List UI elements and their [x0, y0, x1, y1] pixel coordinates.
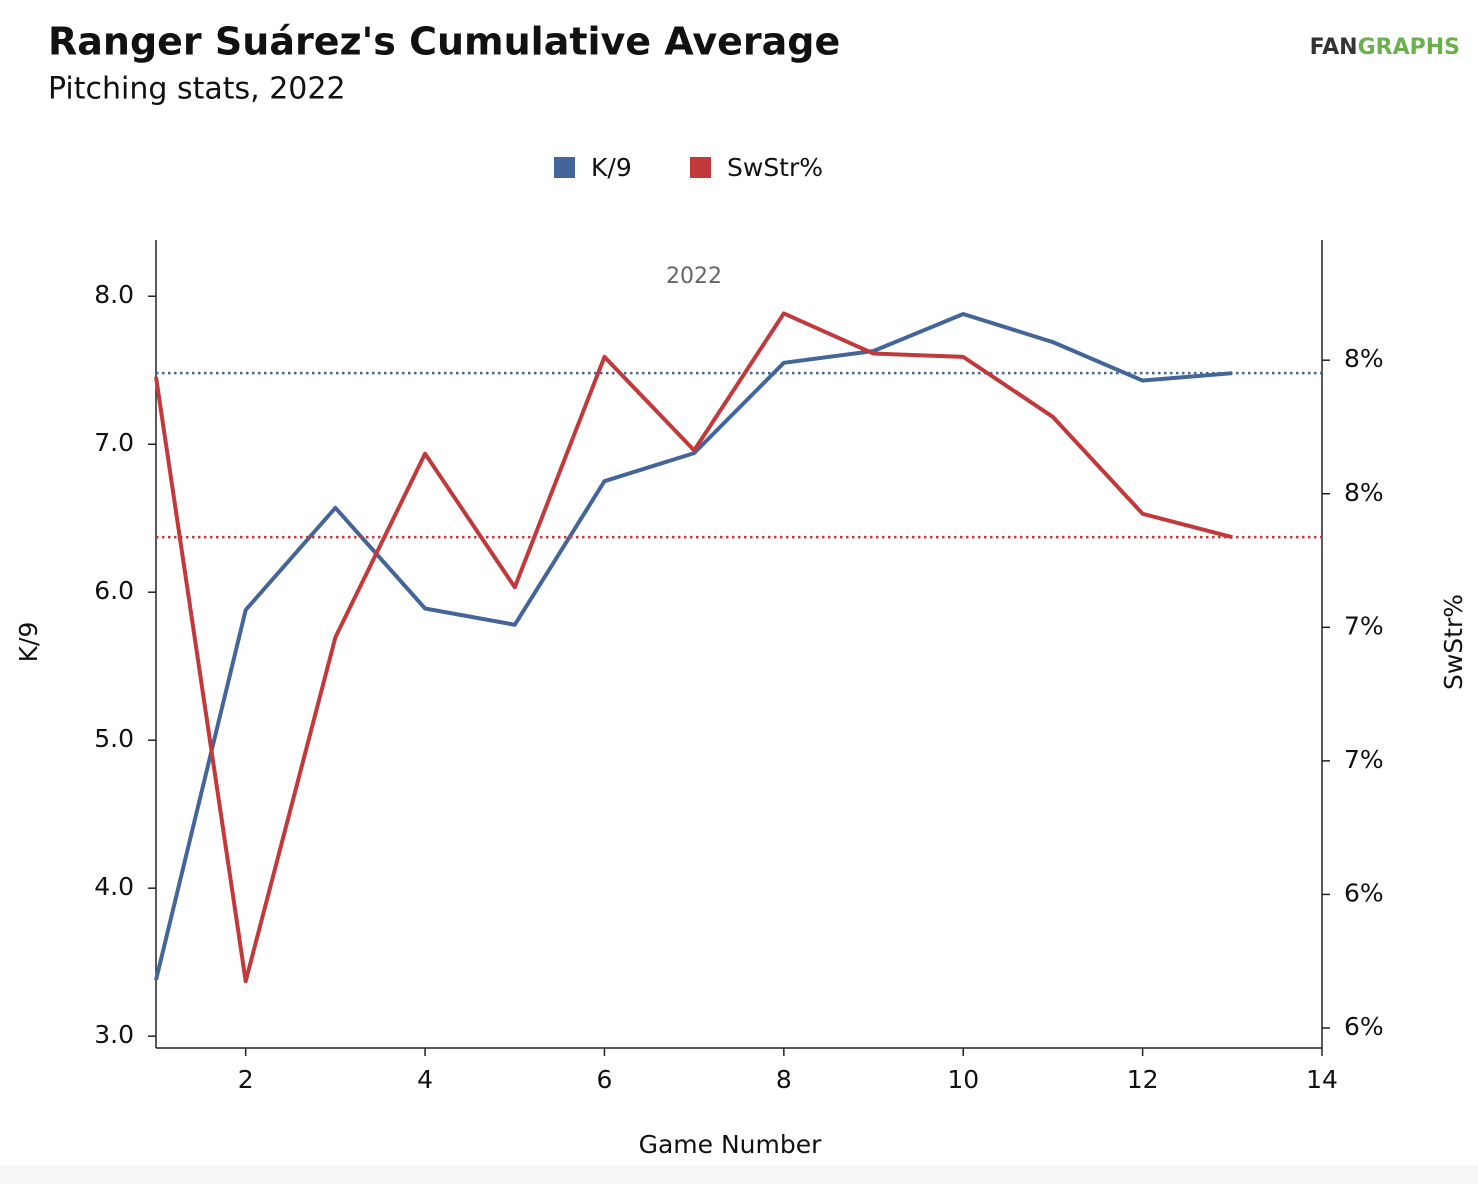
x-axis-label: Game Number: [639, 1130, 823, 1159]
annotation: 2022: [666, 264, 722, 289]
x-tick-label: 4: [417, 1065, 433, 1094]
x-tick-label: 12: [1127, 1065, 1159, 1094]
y-tick-label: 8.0: [94, 280, 134, 309]
y2-tick-label: 7%: [1344, 745, 1384, 774]
legend-swatch: [690, 157, 711, 178]
y2-axis-label: SwStr%: [1439, 594, 1468, 690]
logo-part: FAN: [1310, 35, 1358, 60]
y2-tick-label: 8%: [1344, 344, 1384, 373]
series-line: [154, 311, 1233, 984]
series-line: [154, 311, 1233, 981]
chart-subtitle: Pitching stats, 2022: [48, 72, 346, 107]
y-tick-label: 5.0: [94, 724, 134, 753]
logo: FANGRAPHS: [1310, 35, 1460, 60]
y-tick-label: 3.0: [94, 1020, 134, 1049]
y2-tick-label: 7%: [1344, 611, 1384, 640]
y2-tick-label: 6%: [1344, 1012, 1384, 1041]
y-tick-label: 7.0: [94, 428, 134, 457]
y-tick-label: 4.0: [94, 872, 134, 901]
logo-part: GRAPHS: [1358, 35, 1460, 60]
x-tick-label: 10: [947, 1065, 979, 1094]
x-tick-label: 14: [1306, 1065, 1338, 1094]
legend-swatch: [554, 157, 575, 178]
x-tick-label: 2: [238, 1065, 254, 1094]
x-tick-label: 8: [776, 1065, 792, 1094]
x-tick-label: 6: [597, 1065, 613, 1094]
y-tick-label: 6.0: [94, 576, 134, 605]
legend-label: SwStr%: [727, 153, 823, 182]
y-axis-label: K/9: [14, 622, 43, 663]
y2-tick-label: 6%: [1344, 878, 1384, 907]
legend-label: K/9: [591, 153, 632, 182]
chart-title: Ranger Suárez's Cumulative Average: [48, 20, 840, 64]
footer-band: [0, 1166, 1478, 1184]
y2-tick-label: 8%: [1344, 478, 1384, 507]
